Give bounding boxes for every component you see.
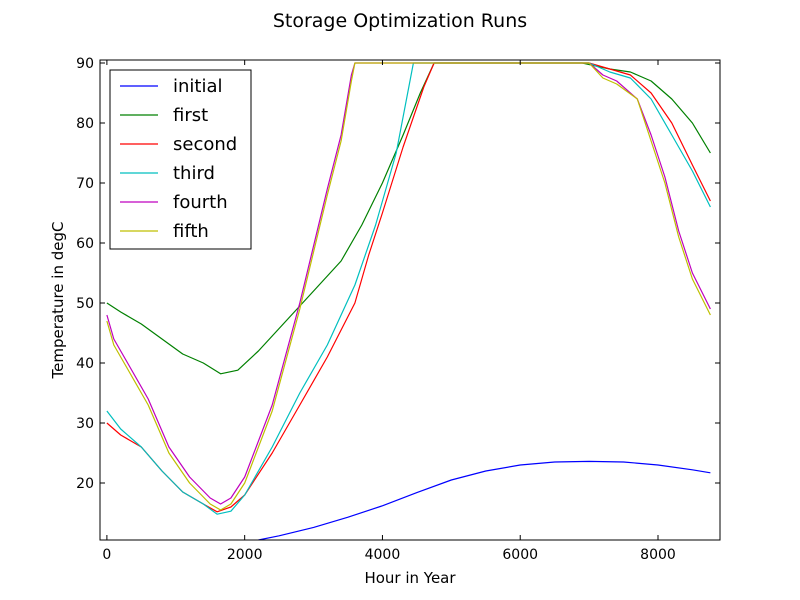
series-line-fifth (106, 62, 711, 511)
legend-label-second: second (173, 134, 237, 155)
legend-box (109, 69, 252, 250)
x-tick-label: 6000 (502, 547, 538, 563)
y-tick-label: 70 (76, 176, 94, 192)
legend-label-initial: initial (173, 76, 223, 97)
x-tick-label: 8000 (640, 547, 676, 563)
legend-label-fifth: fifth (173, 221, 209, 242)
series-layer (106, 62, 711, 540)
y-tick-label: 50 (76, 296, 94, 312)
x-tick-label: 2000 (227, 547, 263, 563)
plot-frame (99, 59, 721, 541)
series-line-first (106, 62, 711, 375)
y-axis-label: Temperature in degC (49, 222, 67, 380)
x-tick-label: 0 (102, 547, 111, 563)
series-line-fourth (106, 62, 711, 505)
y-tick-label: 20 (76, 476, 94, 492)
y-tick-label: 80 (76, 116, 94, 132)
series-line-initial (258, 460, 711, 540)
legend-label-first: first (173, 105, 208, 126)
y-tick-label: 90 (76, 56, 94, 72)
legend-label-third: third (173, 163, 215, 184)
chart-title: Storage Optimization Runs (273, 10, 527, 32)
series-line-third (106, 62, 711, 515)
tick-layer: 0 2000 4000 6000 8000 20 30 40 50 60 70 80 90 (76, 56, 720, 563)
y-tick-label: 30 (76, 416, 94, 432)
legend: initial first second third fourth fifth (109, 69, 252, 250)
x-axis-label: Hour in Year (364, 569, 456, 587)
y-tick-label: 60 (76, 236, 94, 252)
x-tick-label: 4000 (365, 547, 401, 563)
legend-label-fourth: fourth (173, 192, 228, 213)
y-tick-label: 40 (76, 356, 94, 372)
